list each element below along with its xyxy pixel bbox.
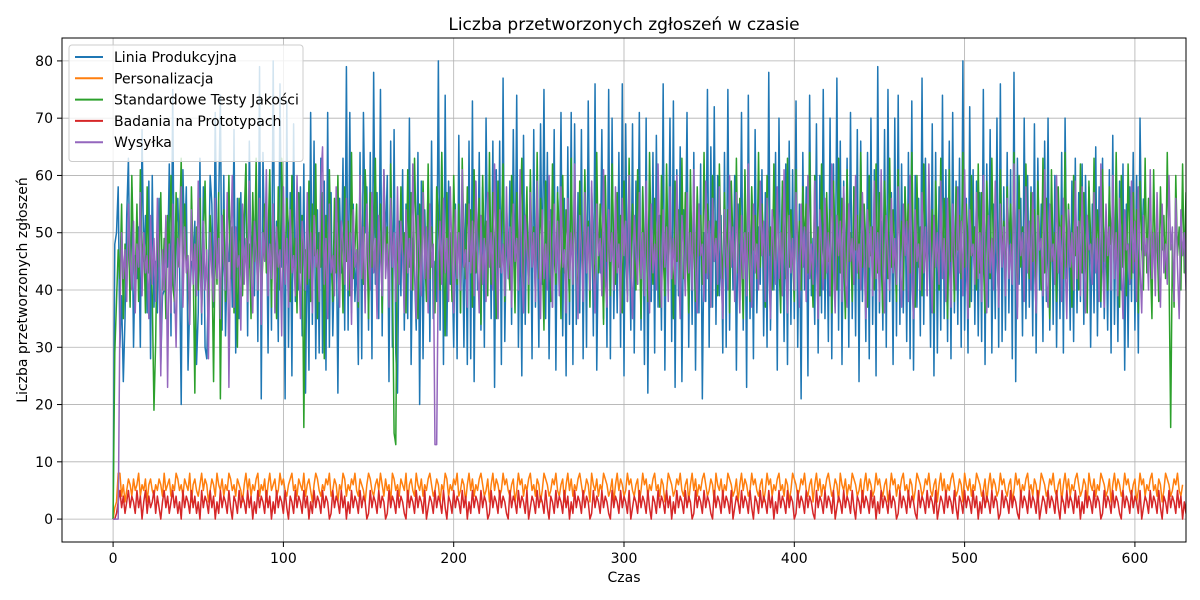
legend-label: Badania na Prototypach (114, 114, 281, 130)
legend: Linia Produkcyjna Personalizacja Standardo… (68, 44, 304, 162)
series-line-wysy-ka (113, 146, 1186, 520)
y-tick-label: 20 (35, 398, 53, 414)
y-tick-label: 10 (35, 455, 53, 471)
legend-label: Wysyłka (114, 135, 172, 151)
x-tick-label: 600 (1122, 551, 1149, 567)
legend-label: Standardowe Testy Jakości (114, 93, 299, 109)
x-axis-label: Czas (608, 570, 641, 586)
y-tick-label: 30 (35, 340, 53, 356)
y-tick-label: 70 (35, 111, 53, 127)
x-tick-label: 400 (781, 551, 808, 567)
series-line-badania-na-prototypach (113, 489, 1186, 520)
series-layer (112, 60, 1186, 520)
x-axis-ticks: 0 100 200 300 400 500 600 (109, 542, 1149, 567)
legend-label: Personalizacja (114, 71, 214, 87)
y-tick-label: 80 (35, 54, 53, 70)
y-axis-ticks: 0 10 20 30 40 50 60 70 80 (35, 54, 62, 528)
legend-label: Linia Produkcyjna (114, 50, 237, 66)
chart-title: Liczba przetworzonych zgłoszeń w czasie (448, 15, 799, 35)
y-tick-label: 50 (35, 226, 53, 242)
x-tick-label: 100 (270, 551, 297, 567)
y-tick-label: 40 (35, 283, 53, 299)
y-tick-label: 0 (44, 512, 53, 528)
x-tick-label: 300 (611, 551, 638, 567)
y-axis-label: Liczba przetworzonych zgłoszeń (15, 177, 31, 403)
legend-box (68, 44, 304, 162)
x-tick-label: 200 (440, 551, 467, 567)
y-tick-label: 60 (35, 168, 53, 184)
x-tick-label: 500 (951, 551, 978, 567)
x-tick-label: 0 (109, 551, 118, 567)
